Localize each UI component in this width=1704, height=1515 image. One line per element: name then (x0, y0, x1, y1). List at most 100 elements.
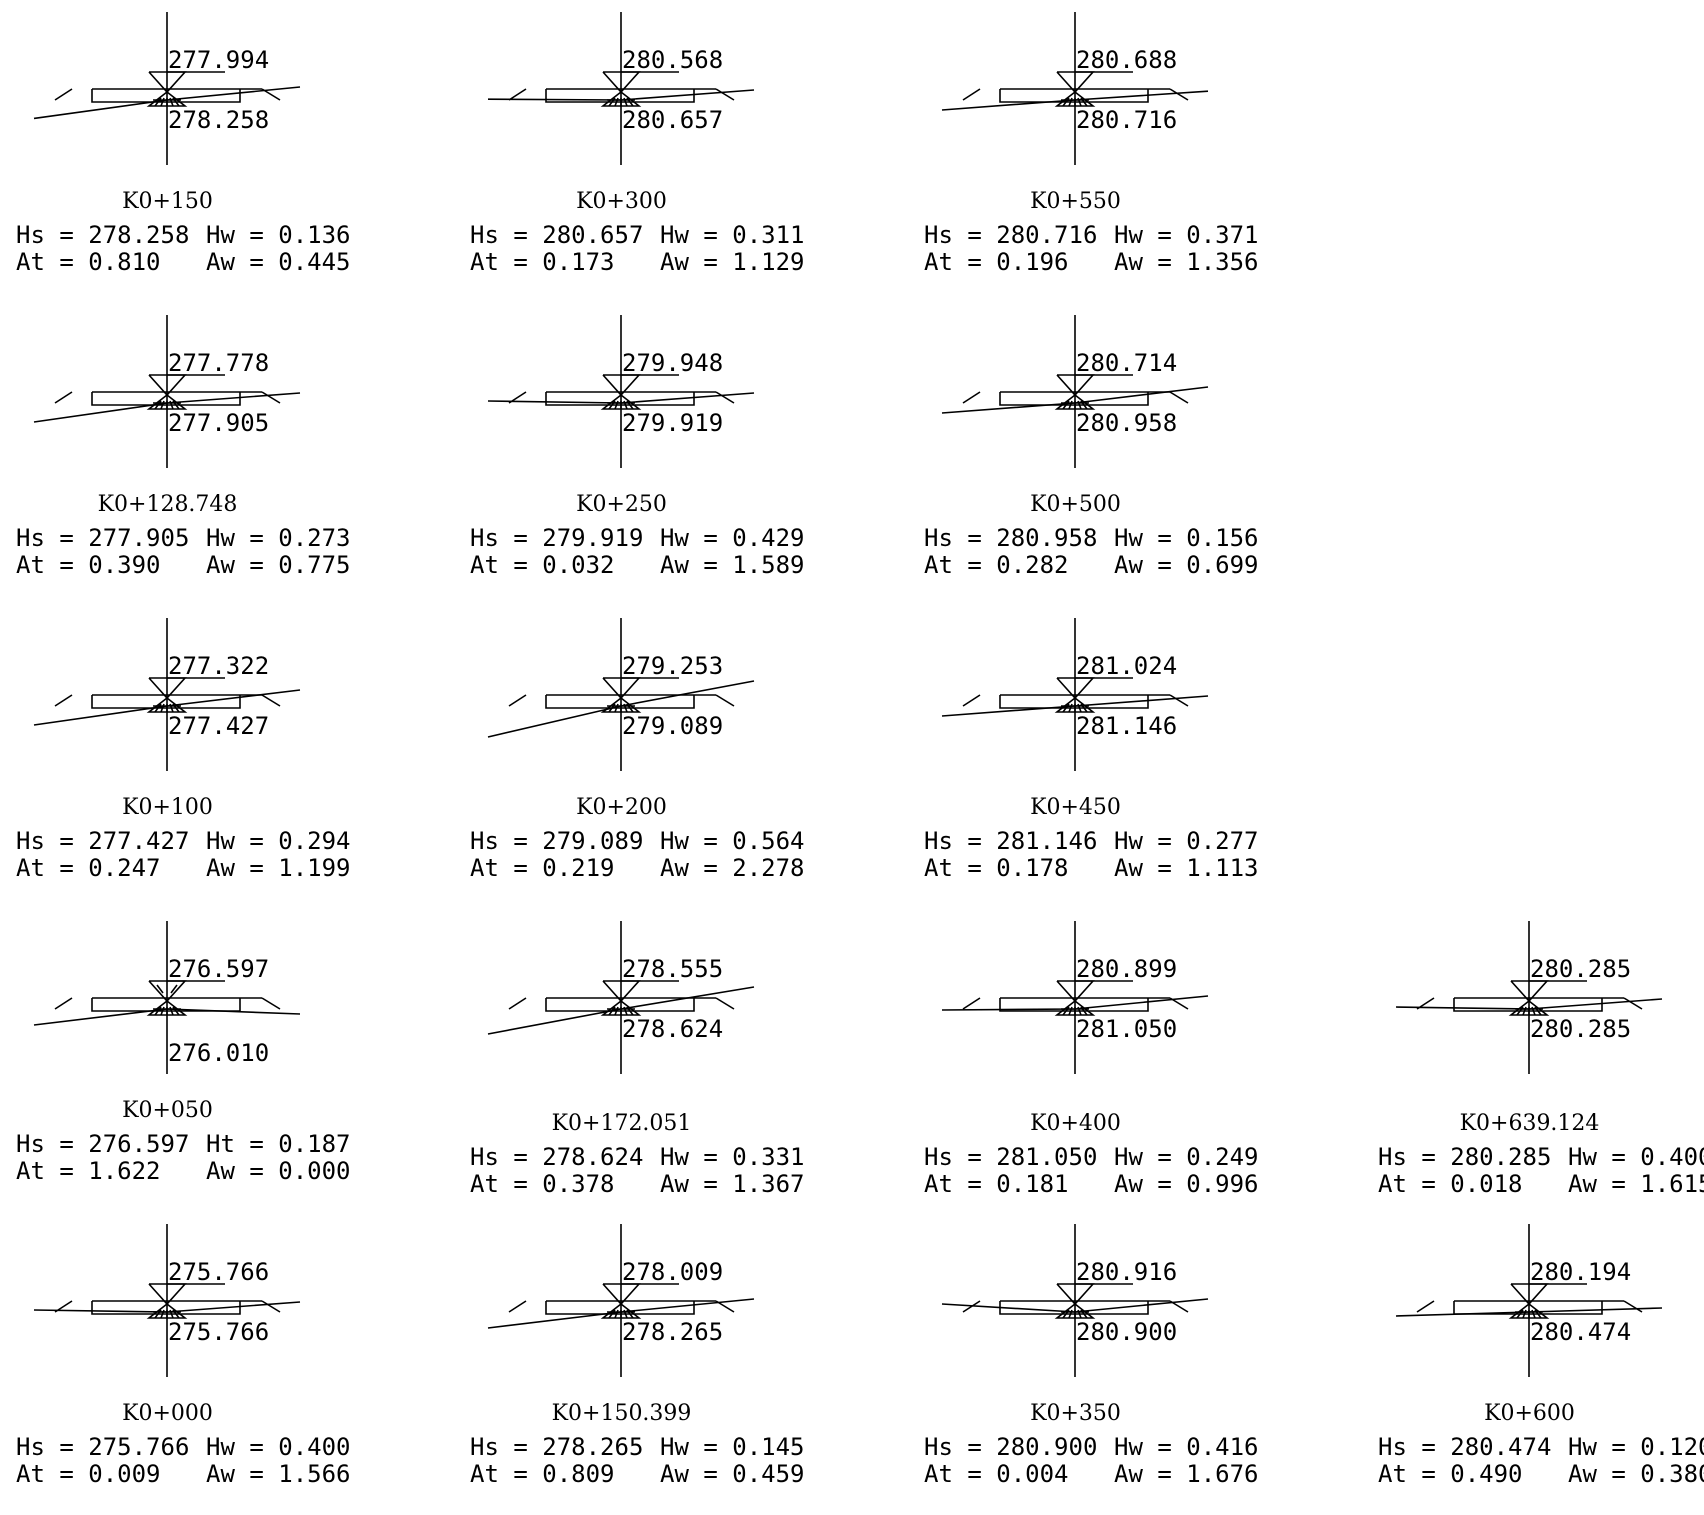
station-label: K0+400 (1030, 1111, 1121, 1136)
hatch-line (156, 984, 164, 994)
at-value: At = 0.378 (470, 1170, 615, 1198)
subgrade-outline (999, 695, 1149, 709)
subgrade-outline (1453, 998, 1603, 1012)
left-slope (54, 88, 73, 101)
hs-value: Hs = 277.905 (16, 524, 190, 552)
section-values: Hs = 278.624 Hw = 0.331 At = 0.378 Aw = 1.3… (470, 1144, 805, 1198)
design-elevation: 279.948 (622, 349, 724, 377)
station-label: K0+172.051 (551, 1111, 692, 1136)
hs-value: Hs = 280.657 (470, 221, 644, 249)
hs-value: Hs = 278.624 (470, 1143, 644, 1171)
subgrade-outline (545, 695, 695, 709)
at-value: At = 0.032 (470, 551, 615, 579)
ground-elevation: 280.900 (1076, 1318, 1178, 1346)
section-drawing (941, 921, 1209, 1074)
hw-value: Hw = 0.120 (1568, 1433, 1704, 1461)
left-slope (54, 694, 73, 707)
subgrade-outline (91, 89, 241, 103)
ground-elevation: 280.474 (1530, 1318, 1632, 1346)
design-elevation: 280.688 (1076, 46, 1178, 74)
hs-value: Hs = 280.285 (1378, 1143, 1552, 1171)
subgrade-outline (545, 1301, 695, 1315)
hw-value: Hw = 0.564 (660, 827, 805, 855)
hs-value: Hs = 275.766 (16, 1433, 190, 1461)
station-label: K0+150 (122, 189, 213, 214)
ground-elevation: 276.010 (168, 1039, 270, 1067)
right-slope (1169, 88, 1189, 101)
subgrade-outline (91, 1301, 241, 1315)
hw-value: Hw = 0.400 (1568, 1143, 1704, 1171)
hs-value: Hs = 280.958 (924, 524, 1098, 552)
ground-elevation: 278.258 (168, 106, 270, 134)
design-elevation: 280.899 (1076, 955, 1178, 983)
aw-value: Aw = 1.113 (1114, 854, 1259, 882)
section-drawing (487, 618, 755, 771)
design-elevation: 279.253 (622, 652, 724, 680)
section-k0-450: 281.024 281.146 K0+450 Hs = 281.146 Hw = 0.2… (908, 606, 1362, 909)
ground-elevation: 280.716 (1076, 106, 1178, 134)
right-slope (715, 997, 735, 1010)
section-values: Hs = 279.089 Hw = 0.564 At = 0.219 Aw = 2.2… (470, 828, 805, 882)
section-drawing (941, 1224, 1209, 1377)
ground-elevation: 279.089 (622, 712, 724, 740)
design-elevation: 280.194 (1530, 1258, 1632, 1286)
section-drawing (33, 315, 301, 468)
hs-value: Hs = 276.597 (16, 1130, 190, 1158)
section-values: Hs = 277.427 Hw = 0.294 At = 0.247 Aw = 1.1… (16, 828, 351, 882)
section-values: Hs = 280.285 Hw = 0.400 At = 0.018 Aw = 1.6… (1378, 1144, 1704, 1198)
right-slope (715, 88, 735, 101)
section-drawing (487, 921, 755, 1074)
at-value: At = 0.009 (16, 1460, 161, 1488)
design-elevation: 281.024 (1076, 652, 1178, 680)
left-slope (54, 391, 73, 404)
at-value: At = 0.282 (924, 551, 1069, 579)
left-slope (508, 1300, 527, 1313)
design-elevation: 278.009 (622, 1258, 724, 1286)
aw-value: Aw = 0.380 (1568, 1460, 1704, 1488)
design-elevation: 280.568 (622, 46, 724, 74)
station-label: K0+500 (1030, 492, 1121, 517)
section-values: Hs = 276.597 Ht = 0.187 At = 1.622 Aw = 0.0… (16, 1131, 351, 1185)
hs-value: Hs = 281.050 (924, 1143, 1098, 1171)
hs-value: Hs = 281.146 (924, 827, 1098, 855)
section-values: Hs = 275.766 Hw = 0.400 At = 0.009 Aw = 1.5… (16, 1434, 351, 1488)
ground-elevation: 279.919 (622, 409, 724, 437)
section-values: Hs = 281.146 Hw = 0.277 At = 0.178 Aw = 1.1… (924, 828, 1259, 882)
aw-value: Aw = 2.278 (660, 854, 805, 882)
section-values: Hs = 279.919 Hw = 0.429 At = 0.032 Aw = 1.5… (470, 525, 805, 579)
station-label: K0+300 (576, 189, 667, 214)
subgrade-outline (1453, 1301, 1603, 1315)
section-drawing (941, 315, 1209, 468)
station-label: K0+350 (1030, 1401, 1121, 1426)
subgrade-outline (91, 998, 241, 1012)
ground-elevation: 281.146 (1076, 712, 1178, 740)
section-k0-172-051: 278.555 278.624 K0+172.051 Hs = 278.624 Hw =… (454, 909, 908, 1212)
hatch-line (170, 984, 178, 994)
left-slope (962, 694, 981, 707)
section-values: Hs = 280.958 Hw = 0.156 At = 0.282 Aw = 0.6… (924, 525, 1259, 579)
at-value: At = 0.219 (470, 854, 615, 882)
hs-value: Hs = 280.474 (1378, 1433, 1552, 1461)
ground-elevation: 275.766 (168, 1318, 270, 1346)
section-values: Hs = 280.716 Hw = 0.371 At = 0.196 Aw = 1.3… (924, 222, 1259, 276)
right-slope (261, 694, 281, 707)
hw-value: Hw = 0.294 (206, 827, 351, 855)
left-slope (54, 997, 73, 1010)
section-values: Hs = 280.657 Hw = 0.311 At = 0.173 Aw = 1.1… (470, 222, 805, 276)
right-slope (1169, 694, 1189, 707)
ground-elevation: 278.624 (622, 1015, 724, 1043)
hw-value: Hw = 0.400 (206, 1433, 351, 1461)
aw-value: Aw = 0.459 (660, 1460, 805, 1488)
right-slope (261, 391, 281, 404)
at-value: At = 0.004 (924, 1460, 1069, 1488)
ground-elevation: 277.427 (168, 712, 270, 740)
station-label: K0+450 (1030, 795, 1121, 820)
hw-value: Hw = 0.273 (206, 524, 351, 552)
left-slope (508, 694, 527, 707)
section-drawing (487, 1224, 755, 1377)
at-value: At = 0.173 (470, 248, 615, 276)
left-slope (962, 997, 981, 1010)
section-k0-500: 280.714 280.958 K0+500 Hs = 280.958 Hw = 0.1… (908, 303, 1362, 606)
aw-value: Aw = 1.589 (660, 551, 805, 579)
right-slope (1169, 391, 1189, 404)
